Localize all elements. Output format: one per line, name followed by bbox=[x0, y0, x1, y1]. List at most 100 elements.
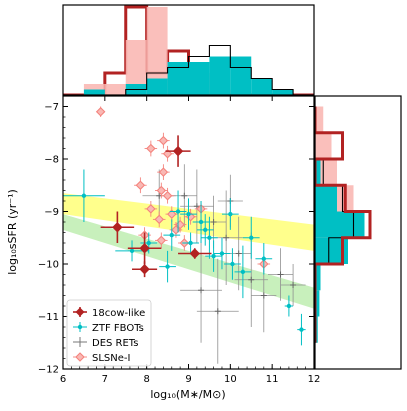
slsn-point-1 bbox=[146, 143, 156, 154]
right-hist-bar-ZTF FBOTs bbox=[315, 159, 321, 186]
right-hist-bar-ZTF FBOTs bbox=[315, 211, 365, 238]
ztf-point-17 bbox=[203, 227, 208, 233]
ztf-point-18 bbox=[228, 211, 233, 217]
right-hist-bar-ZTF FBOTs bbox=[315, 264, 321, 291]
ztf-point-15 bbox=[286, 303, 292, 309]
top-hist-bar-ZTF FBOTs bbox=[230, 56, 252, 95]
legend-marker-des bbox=[73, 337, 87, 347]
top-hist-bar-ZTF FBOTs bbox=[188, 62, 210, 95]
ztf-point-4 bbox=[175, 209, 181, 214]
legend: 18cow-like ZTF FBOTs DES RETs SLSNe-I bbox=[66, 299, 152, 367]
slsn-point-4 bbox=[158, 167, 169, 177]
x-tick-label-8: 8 bbox=[143, 374, 149, 385]
right-histogram bbox=[315, 106, 372, 343]
legend-label-3: SLSNe-I bbox=[92, 353, 130, 364]
y-tick-label--8: −8 bbox=[44, 155, 59, 166]
top-hist-bar-ZTF FBOTs bbox=[146, 78, 168, 95]
ztf-point-9 bbox=[219, 251, 225, 256]
right-hist-step-18cow-like bbox=[315, 106, 372, 343]
des-point-2 bbox=[193, 203, 200, 210]
x-tick-label-12: 12 bbox=[308, 374, 321, 385]
des-point-1 bbox=[181, 192, 188, 199]
right-hist-bar-SLSNe-I bbox=[315, 106, 324, 133]
des-point-3 bbox=[210, 219, 217, 225]
cow-point-1 bbox=[139, 243, 150, 254]
top-hist-frame bbox=[62, 4, 315, 96]
y-tick-label--10: −10 bbox=[38, 260, 59, 271]
des-point-7 bbox=[260, 292, 267, 299]
legend-label-0: 18cow-like bbox=[92, 308, 145, 319]
legend-box bbox=[66, 299, 152, 367]
des-point-9 bbox=[198, 287, 205, 294]
right-hist-bar-ZTF FBOTs bbox=[315, 185, 337, 212]
slsn-point-10 bbox=[154, 214, 164, 225]
ztf-point-11 bbox=[240, 269, 246, 275]
slsn-point-6 bbox=[156, 185, 167, 196]
ztf-point-16 bbox=[165, 264, 170, 269]
y-tick-label--11: −11 bbox=[38, 312, 59, 323]
right-hist-bar-SLSNe-I bbox=[315, 132, 332, 159]
ztf-point-8 bbox=[211, 253, 216, 259]
ztf-point-3 bbox=[169, 232, 174, 238]
ztf-point-13 bbox=[261, 256, 266, 261]
x-tick-label-6: 6 bbox=[60, 374, 66, 385]
top-hist-bar-SLSNe-I bbox=[125, 40, 147, 95]
x-tick-label-9: 9 bbox=[185, 374, 191, 385]
ztf-fbots-series bbox=[63, 169, 306, 346]
right-hist-bar-ZTF FBOTs bbox=[315, 290, 320, 317]
des-point-8 bbox=[277, 271, 284, 278]
top-hist-step-DES RETs bbox=[63, 44, 314, 95]
slsn-point-9 bbox=[166, 209, 177, 219]
x-axis-ticks: 6 7 8 9 10 11 12 bbox=[60, 96, 321, 385]
top-hist-bar-ZTF FBOTs bbox=[251, 78, 273, 95]
legend-label-1: ZTF FBOTs bbox=[92, 323, 144, 334]
right-hist-frame bbox=[314, 95, 402, 370]
ztf-point-14 bbox=[299, 327, 304, 332]
ztf-point-5 bbox=[186, 211, 191, 217]
slsn-point-7 bbox=[162, 190, 173, 201]
legend-marker-ztf bbox=[77, 324, 83, 330]
slsn-point-2 bbox=[158, 135, 169, 146]
y-tick-label--7: −7 bbox=[44, 102, 59, 113]
ztf-point-2 bbox=[146, 240, 151, 246]
top-hist-bar-ZTF FBOTs bbox=[272, 89, 294, 95]
cow-like-series bbox=[100, 135, 212, 278]
cow-point-2 bbox=[139, 264, 150, 275]
y-tick-label--12: −12 bbox=[38, 365, 59, 376]
ztf-point-0 bbox=[81, 193, 87, 198]
y-axis-label: log₁₀sSFR (yr⁻¹) bbox=[6, 189, 19, 275]
top-hist-bar-SLSNe-I bbox=[104, 84, 126, 95]
top-hist-bar-ZTF FBOTs bbox=[83, 89, 105, 95]
x-tick-label-7: 7 bbox=[102, 374, 108, 385]
y-tick-label--9: −9 bbox=[44, 207, 59, 218]
y-axis-ticks: −12 −11 −10 −9 −8 −7 bbox=[38, 95, 314, 376]
top-hist-bar-ZTF FBOTs bbox=[167, 62, 189, 95]
x-axis-label: log₁₀(M∗/M⊙) bbox=[150, 388, 225, 401]
x-tick-label-11: 11 bbox=[266, 374, 279, 385]
ztf-point-10 bbox=[230, 261, 235, 267]
slsn-point-8 bbox=[146, 204, 156, 214]
ztf-point-1 bbox=[129, 248, 135, 254]
legend-marker-slsn bbox=[75, 352, 85, 362]
ztf-point-6 bbox=[198, 219, 204, 225]
des-point-5 bbox=[235, 250, 242, 257]
top-hist-bar-ZTF FBOTs bbox=[209, 56, 231, 95]
slsn-point-5 bbox=[135, 180, 146, 191]
ztf-point-19 bbox=[188, 240, 193, 246]
ztf-point-12 bbox=[249, 235, 254, 240]
legend-marker-cow bbox=[75, 307, 85, 317]
x-tick-label-10: 10 bbox=[224, 374, 237, 385]
ztf-point-7 bbox=[207, 235, 212, 240]
des-point-11 bbox=[290, 282, 297, 288]
slsn-point-0 bbox=[95, 106, 106, 117]
top-histogram bbox=[63, 5, 314, 95]
des-point-4 bbox=[223, 234, 230, 241]
des-point-10 bbox=[214, 308, 221, 315]
cow-point-0 bbox=[112, 222, 123, 233]
des-point-6 bbox=[248, 276, 255, 283]
legend-label-2: DES RETs bbox=[92, 338, 138, 349]
slsn-point-12 bbox=[156, 235, 167, 246]
cow-point-4 bbox=[189, 248, 200, 259]
